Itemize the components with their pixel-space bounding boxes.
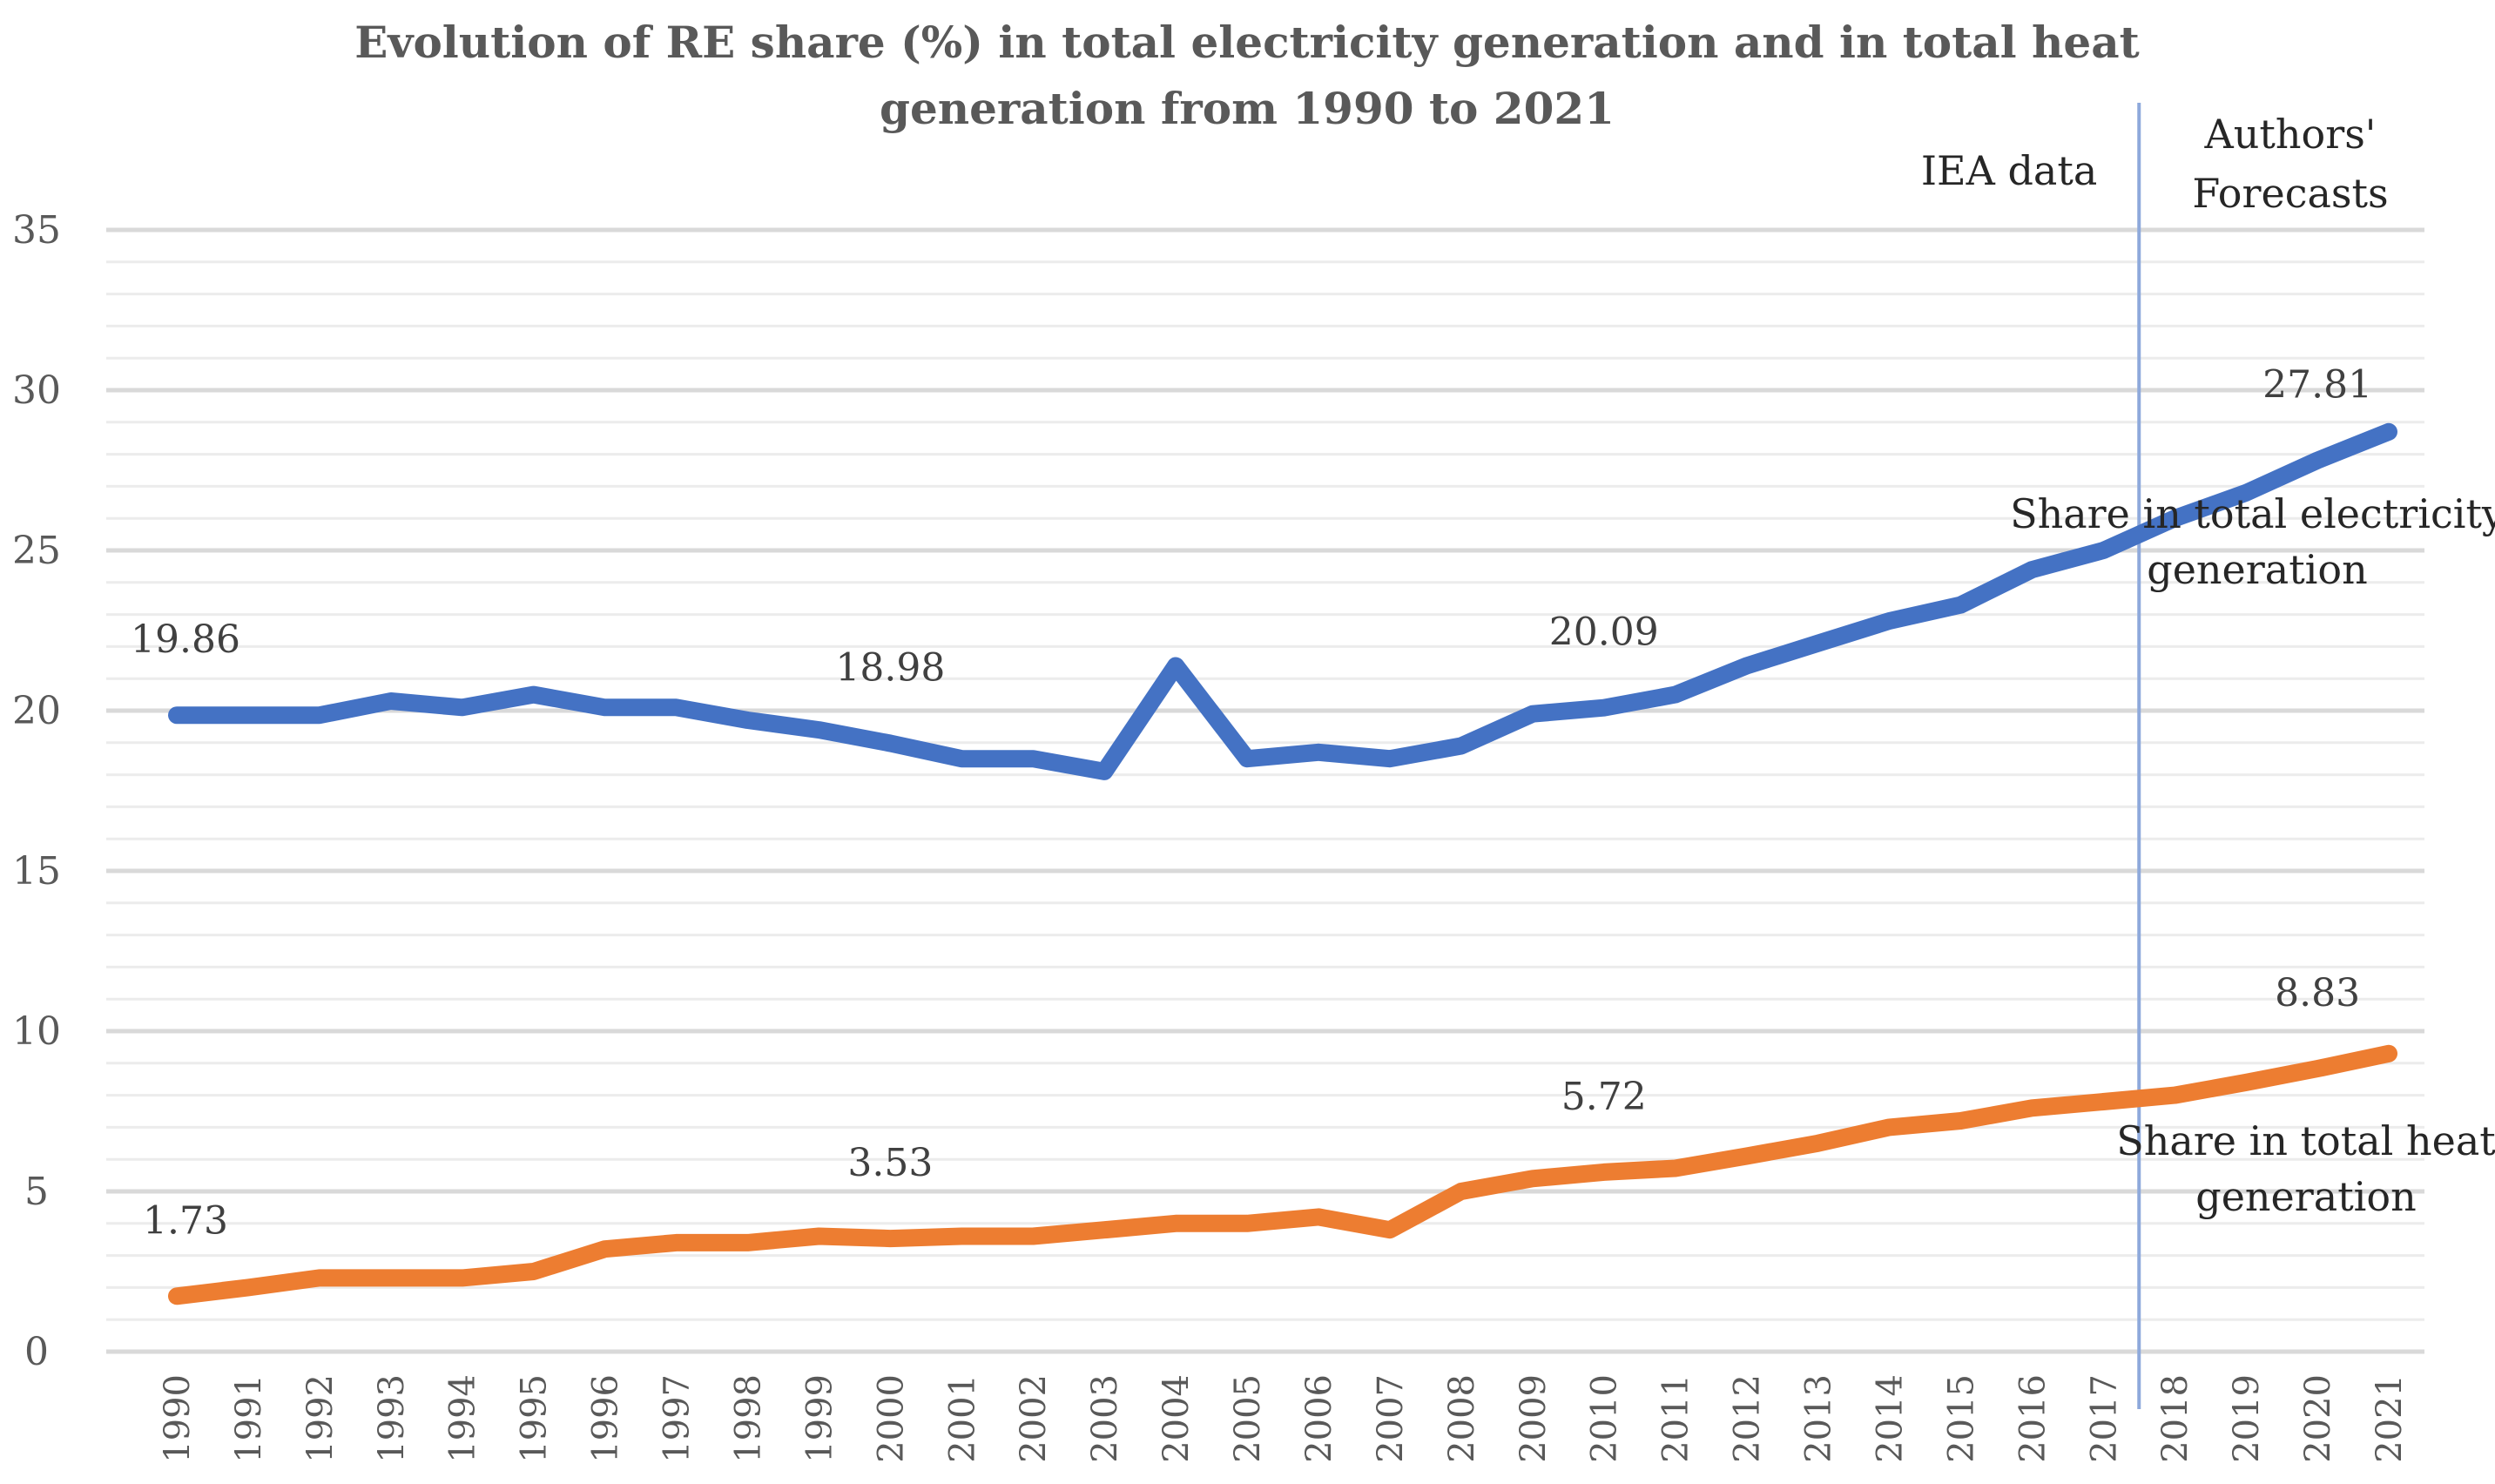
y-tick-label: 20 xyxy=(12,689,61,733)
data-label: 19.86 xyxy=(131,617,240,662)
x-tick-label: 2015 xyxy=(1941,1374,1981,1463)
x-tick-label: 1992 xyxy=(300,1374,341,1463)
data-labels: 19.86 18.98 20.09 27.81 1.73 3.53 5.72 8.83 xyxy=(131,363,2372,1244)
x-tick-label: 2006 xyxy=(1299,1374,1339,1463)
electricity-share-line xyxy=(168,422,2397,780)
x-tick-label: 2018 xyxy=(2155,1374,2195,1463)
x-tick-label: 2004 xyxy=(1156,1374,1197,1463)
x-tick-label: 1994 xyxy=(443,1374,483,1463)
data-label: 5.72 xyxy=(1561,1075,1647,1119)
x-tick-label: 1996 xyxy=(586,1374,626,1463)
y-tick-label: 5 xyxy=(24,1170,49,1214)
x-tick-label: 2017 xyxy=(2084,1374,2124,1463)
data-label: 27.81 xyxy=(2262,363,2372,408)
y-tick-label: 30 xyxy=(12,368,61,413)
x-tick-label: 2013 xyxy=(1799,1374,1839,1463)
x-tick-label: 1997 xyxy=(657,1374,698,1463)
x-tick-label: 2002 xyxy=(1014,1374,1054,1463)
series-annotations: Share in total electricity generation Shar… xyxy=(2010,490,2495,1220)
heat-series-label: generation xyxy=(2195,1173,2416,1220)
x-tick-label: 2010 xyxy=(1585,1374,1625,1463)
y-tick-label: 25 xyxy=(12,529,61,573)
x-tick-label: 2003 xyxy=(1085,1374,1125,1463)
y-axis: 0 5 10 15 20 25 30 35 xyxy=(12,208,61,1374)
data-label: 20.09 xyxy=(1549,610,1659,655)
x-tick-label: 1998 xyxy=(728,1374,768,1463)
forecast-label-line: Forecasts xyxy=(2192,170,2388,217)
x-tick-label: 2014 xyxy=(1870,1374,1910,1463)
iea-data-label: IEA data xyxy=(1921,147,2097,194)
x-tick-label: 2008 xyxy=(1442,1374,1482,1463)
x-tick-label: 2021 xyxy=(2370,1374,2410,1463)
y-tick-label: 10 xyxy=(12,1009,61,1054)
x-tick-label: 2019 xyxy=(2227,1374,2267,1463)
x-tick-label: 2011 xyxy=(1656,1374,1696,1463)
data-label: 18.98 xyxy=(835,646,945,691)
x-tick-label: 1991 xyxy=(229,1374,269,1463)
gridlines xyxy=(106,227,2424,1354)
x-tick-label: 2007 xyxy=(1371,1374,1411,1463)
x-tick-label: 1993 xyxy=(372,1374,412,1463)
data-label: 8.83 xyxy=(2275,971,2360,1015)
chart-title-line-1: Evolution of RE share (%) in total elect… xyxy=(354,17,2139,68)
x-tick-label: 2016 xyxy=(2013,1374,2053,1463)
data-label: 1.73 xyxy=(143,1198,228,1243)
electricity-series-label: generation xyxy=(2147,546,2367,593)
series-group xyxy=(168,422,2397,1305)
y-tick-label: 0 xyxy=(24,1330,49,1374)
x-tick-label: 2012 xyxy=(1728,1374,1768,1463)
x-tick-label: 2009 xyxy=(1514,1374,1554,1463)
x-tick-label: 1995 xyxy=(515,1374,555,1463)
x-tick-label: 1990 xyxy=(158,1374,198,1463)
forecast-divider: IEA data Authors' Forecasts xyxy=(1921,103,2389,1409)
x-tick-label: 2001 xyxy=(942,1374,982,1463)
x-axis: 1990 1991 1992 1993 1994 1995 1996 1997 1998 1999… xyxy=(158,1374,2410,1463)
forecast-label-line: Authors' xyxy=(2204,111,2377,158)
y-tick-label: 35 xyxy=(12,208,61,253)
electricity-series-label: Share in total electricity xyxy=(2010,490,2495,537)
data-label: 3.53 xyxy=(847,1141,933,1185)
heat-series-label: Share in total heat xyxy=(2116,1117,2495,1164)
x-tick-label: 1999 xyxy=(799,1374,840,1463)
x-tick-label: 2000 xyxy=(871,1374,911,1463)
heat-share-line xyxy=(168,1044,2397,1305)
x-tick-label: 2005 xyxy=(1228,1374,1268,1463)
y-tick-label: 15 xyxy=(12,849,61,894)
chart-title-line-2: generation from 1990 to 2021 xyxy=(880,83,1615,134)
x-tick-label: 2020 xyxy=(2298,1374,2338,1463)
